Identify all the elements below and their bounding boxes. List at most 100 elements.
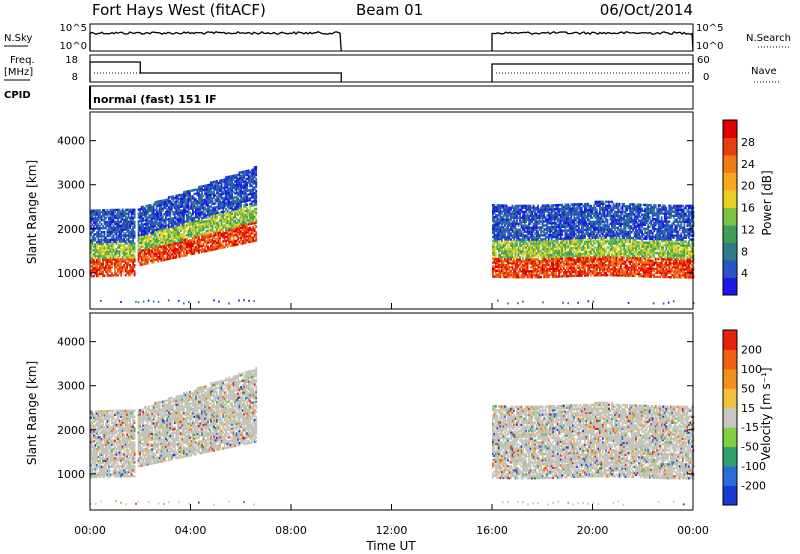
scatter-cell [115,248,118,251]
scatter-cell [175,212,178,215]
scatter-cell [114,222,116,225]
scatter-cell [155,200,158,204]
scatter-cell [187,251,190,254]
scatter-cell [198,185,200,189]
scatter-cell [246,183,249,187]
scatter-cell [564,253,567,256]
scatter-cell [145,240,148,243]
scatter-cell [228,237,230,240]
scatter-cell [124,214,127,217]
scatter-cell [137,254,140,257]
scatter-cell [202,206,205,210]
scatter-cell [216,237,218,240]
scatter-cell [231,190,233,194]
scatter-cell [523,204,526,208]
scatter-cell [90,209,92,212]
scatter-cell [109,210,112,214]
scatter-cell [199,203,202,206]
scatter-cell [241,180,244,184]
scatter-cell [544,257,547,261]
scatter-cell [493,255,496,258]
scatter-cell [495,229,497,233]
scatter-cell [504,273,506,277]
scatter-cell [532,214,535,217]
scatter-cell [492,247,494,250]
scatter-cell [172,242,175,246]
scatter-cell [546,220,549,223]
scatter-cell [163,224,166,228]
scatter-cell [523,210,526,214]
scatter-cell [99,262,101,266]
scatter-cell [510,224,512,227]
scatter-cell [195,192,197,195]
scatter-cell [167,214,170,217]
scatter-cell [146,252,149,255]
scatter-cell [93,225,95,228]
scatter-cell [189,205,191,209]
scatter-cell [584,234,586,237]
scatter-cell [496,263,499,266]
scatter-cell [529,244,532,247]
scatter-cell [243,192,246,195]
scatter-cell [243,299,245,302]
scatter-cell [96,221,98,224]
scatter-cell [502,214,505,217]
scatter-cell [531,250,533,253]
scatter-cell [529,218,532,221]
scatter-cell [172,199,175,202]
scatter-cell [517,266,520,269]
scatter-cell [547,263,550,267]
scatter-cell [526,244,529,247]
scatter-cell [219,185,221,188]
scatter-cell [228,205,230,208]
scatter-cell [161,217,164,220]
scatter-cell [535,220,538,223]
scatter-cell [181,213,184,216]
scatter-cell [190,229,193,232]
scatter-cell [133,250,136,253]
scatter-cell [498,212,500,215]
scatter-cell [504,267,506,271]
scatter-cell [223,180,226,183]
scatter-cell [517,234,520,237]
scatter-cell [246,193,249,196]
scatter-cell [508,208,511,211]
scatter-cell [210,199,212,202]
scatter-cell [211,242,214,245]
scatter-cell [129,242,131,245]
scatter-cell [217,241,220,244]
scatter-cell [143,223,146,226]
scatter-cell [211,208,214,212]
scatter-cell [124,226,127,229]
scatter-cell [91,229,94,232]
scatter-cell [114,256,116,259]
scatter-cell [550,235,553,239]
scatter-cell [179,237,182,240]
scatter-cell [513,234,515,237]
scatter-cell [143,260,146,264]
scatter-cell [205,220,208,223]
scatter-cell [574,207,577,210]
scatter-cell [222,196,224,200]
scatter-cell [198,241,200,244]
scatter-cell [163,234,166,238]
scatter-cell [181,201,184,204]
scatter-cell [173,234,176,237]
scatter-cell [547,204,550,207]
scatter-cell [493,235,496,239]
scatter-cell [204,202,206,205]
scatter-cell [535,222,538,225]
scatter-cell [244,223,247,227]
scatter-cell [546,271,549,275]
scatter-cell [115,250,118,253]
scatter-cell [552,263,555,266]
scatter-cell [186,234,188,237]
scatter-cell [121,208,124,211]
scatter-cell [255,199,258,202]
scatter-cell [111,218,113,222]
scatter-cell [532,218,535,221]
scatter-cell [117,256,119,259]
scatter-cell [501,210,503,213]
scatter-cell [154,222,157,226]
scatter-cell [514,272,517,275]
